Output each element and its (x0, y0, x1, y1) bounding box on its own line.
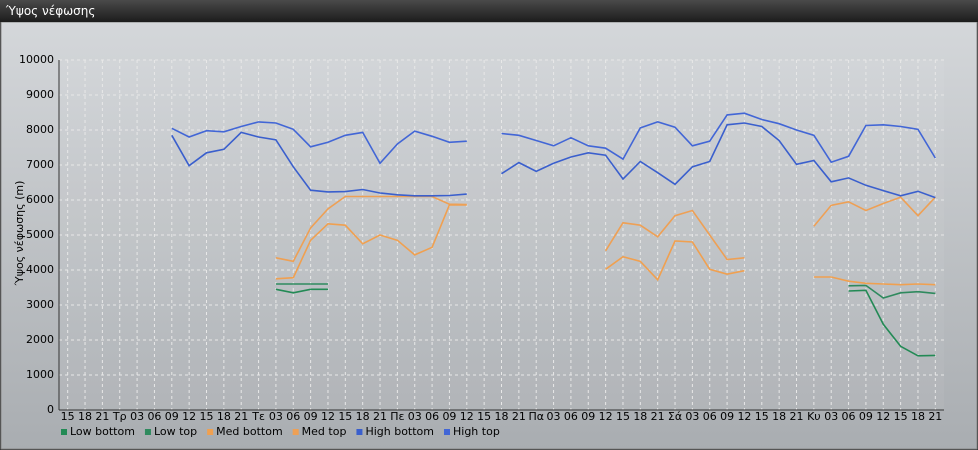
x-tick-label: 09 (165, 410, 179, 423)
chart: Ύψος νέφωσης (m) 0 1000 2000 3000 4000 5000 60… (0, 22, 978, 450)
x-tick-label: Τε (251, 410, 265, 423)
x-tick-label: 18 (633, 410, 647, 423)
series-line (275, 283, 936, 299)
legend-swatch (444, 429, 450, 435)
x-tick-label: 06 (147, 410, 161, 423)
x-tick-label: 09 (442, 410, 456, 423)
x-tick-label: 06 (425, 410, 439, 423)
x-tick-label: 06 (286, 410, 300, 423)
x-tick-label: 09 (859, 410, 873, 423)
legend-label: Low top (154, 425, 197, 438)
legend-swatch (207, 429, 214, 435)
x-tick-label: 18 (772, 410, 786, 423)
legend-swatch (61, 429, 67, 435)
x-tick-label: 09 (581, 410, 595, 423)
series-line (171, 122, 936, 199)
x-tick-label: Πε (390, 410, 404, 423)
x-tick-label: 03 (269, 410, 283, 423)
y-tick-label: 4000 (26, 263, 54, 276)
x-tick-label: 12 (321, 410, 335, 423)
x-tick-label: 21 (95, 410, 109, 423)
x-tick-label: Σά (668, 410, 682, 423)
x-tick-label: 12 (599, 410, 613, 423)
x-tick-label: 15 (755, 410, 769, 423)
x-tick-label: 03 (130, 410, 144, 423)
x-tick-label: 15 (200, 410, 214, 423)
x-tick-label: 18 (495, 410, 509, 423)
y-tick-label: 6000 (26, 193, 54, 206)
x-tick-label: 06 (564, 410, 578, 423)
series-line (171, 112, 936, 165)
x-tick-label: 06 (703, 410, 717, 423)
x-tick-label: 15 (894, 410, 908, 423)
legend-swatch (292, 429, 299, 435)
x-tick-label: 12 (737, 410, 751, 423)
x-tick-label: 18 (78, 410, 92, 423)
x-tick-label: 21 (651, 410, 665, 423)
legend-swatch (356, 429, 363, 435)
y-tick-label: 3000 (26, 298, 54, 311)
legend-label: Med bottom (216, 425, 283, 438)
y-tick-label: 9000 (26, 88, 54, 101)
x-tick-label: 03 (824, 410, 838, 423)
x-tick-label: 03 (685, 410, 699, 423)
x-tick-label: Τρ (112, 410, 127, 423)
window-title: Ύψος νέφωσης (0, 0, 978, 22)
legend-label: Med top (302, 425, 347, 438)
y-tick-label: 7000 (26, 158, 54, 171)
x-tick-label: 21 (512, 410, 526, 423)
legend-swatch (144, 429, 151, 435)
x-tick-label: 09 (304, 410, 318, 423)
y-tick-label: 5000 (26, 228, 54, 241)
legend-label: High bottom (365, 425, 434, 438)
x-tick-label: 18 (911, 410, 925, 423)
x-tick-label: 03 (547, 410, 561, 423)
x-tick-label: 12 (460, 410, 474, 423)
y-tick-label: 8000 (26, 123, 54, 136)
x-tick-label: Κυ (807, 410, 821, 423)
x-tick-label: 18 (217, 410, 231, 423)
x-tick-label: Πα (528, 410, 544, 423)
legend-label: High top (453, 425, 500, 438)
y-tick-label: 2000 (26, 333, 54, 346)
x-tick-label: 03 (408, 410, 422, 423)
legend-label: Low bottom (70, 425, 135, 438)
x-tick-label: 15 (616, 410, 630, 423)
x-tick-label: 21 (373, 410, 387, 423)
x-tick-label: 15 (477, 410, 491, 423)
x-tick-label: 18 (356, 410, 370, 423)
x-tick-label: 12 (876, 410, 890, 423)
x-tick-label: 15 (61, 410, 75, 423)
y-axis-label: Ύψος νέφωσης (m) (13, 181, 26, 287)
x-tick-label: 09 (720, 410, 734, 423)
x-tick-label: 12 (182, 410, 196, 423)
series-line (275, 195, 936, 263)
x-tick-label: 21 (234, 410, 248, 423)
x-tick-label: 21 (790, 410, 804, 423)
series-line (275, 288, 936, 357)
series-line (275, 204, 936, 286)
y-tick-label: 10000 (19, 53, 54, 66)
x-tick-label: 15 (338, 410, 352, 423)
x-tick-label: 06 (842, 410, 856, 423)
y-tick-label: 0 (47, 403, 54, 416)
y-tick-label: 1000 (26, 368, 54, 381)
x-tick-label: 21 (928, 410, 942, 423)
